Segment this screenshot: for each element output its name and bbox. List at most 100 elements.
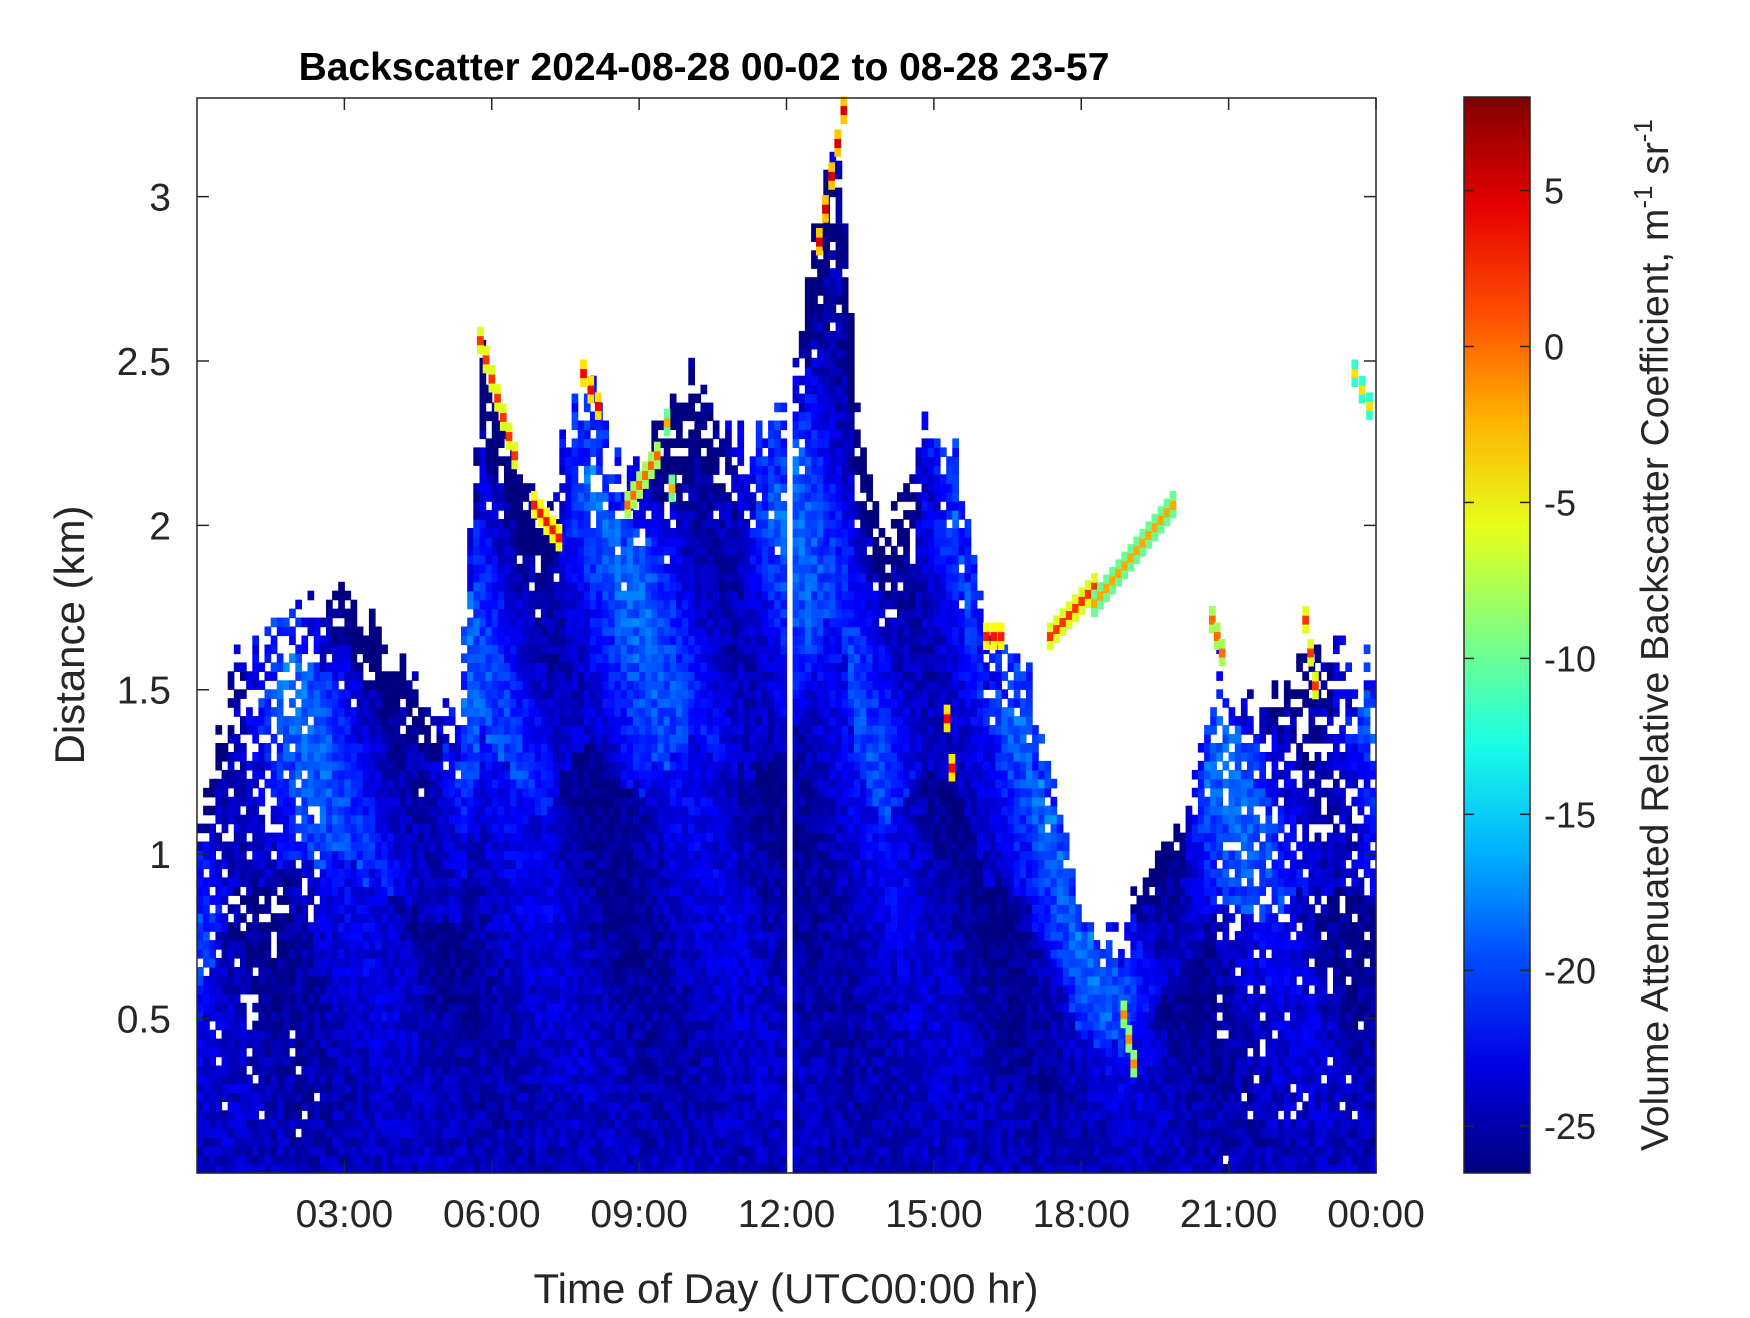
heatmap-cell-2528 [479, 644, 487, 655]
heatmap-cell-4131 [602, 635, 609, 646]
heatmap-cell-2051 [430, 832, 437, 843]
heatmap-cell-3493 [559, 1137, 566, 1147]
heatmap-cell-3735 [571, 411, 579, 422]
heatmap-cell-4214 [608, 608, 616, 619]
heatmap-cell-4654 [645, 787, 652, 798]
heatmap-cell-1120 [332, 850, 339, 861]
heatmap-cell-805 [301, 1074, 309, 1085]
heatmap-cell-4028 [596, 805, 603, 816]
heatmap-cell-4157 [608, 1119, 616, 1129]
heatmap-cell-2580 [485, 993, 493, 1004]
heatmap-cell-2437 [473, 752, 480, 762]
heatmap-cell-135 [215, 940, 223, 950]
heatmap-cell-2163 [442, 698, 450, 708]
heatmap-cell-3144 [528, 1002, 536, 1013]
heatmap-cell-4198 [608, 752, 616, 762]
heatmap-cell-3680 [571, 913, 579, 923]
heatmap-cell-2509 [479, 814, 487, 825]
heatmap-cell-515 [264, 895, 272, 905]
heatmap-cell-4364 [620, 644, 628, 655]
heatmap-cell-1599 [381, 993, 388, 1004]
heatmap-cell-2743 [497, 1056, 505, 1067]
heatmap-cell-4835 [657, 617, 665, 628]
heatmap-cell-2875 [504, 590, 511, 601]
heatmap-cell-582 [276, 1164, 284, 1174]
heatmap-cell-4002 [596, 1038, 603, 1049]
heatmap-cell-1847 [405, 787, 413, 798]
heatmap-cell-3034 [516, 617, 523, 628]
heatmap-cell-2318 [461, 635, 468, 646]
heatmap-cell-340 [240, 725, 247, 735]
heatmap-cell-1680 [387, 778, 395, 789]
heatmap-cell-1807 [405, 1146, 413, 1156]
heatmap-cell-2114 [442, 1164, 450, 1174]
heatmap-cell-299 [240, 1146, 247, 1156]
heatmap-cell-2149 [442, 850, 450, 861]
heatmap-cell-2543 [479, 510, 487, 520]
heatmap-cell-321 [240, 940, 247, 950]
heatmap-cell-558 [270, 967, 278, 977]
heatmap-cell-3769 [577, 886, 585, 896]
heatmap-cell-1479 [368, 967, 376, 977]
heatmap-cell-1673 [387, 841, 395, 852]
heatmap-cell-1943 [418, 895, 425, 905]
heatmap-cell-4092 [602, 984, 609, 995]
heatmap-cell-3829 [583, 1083, 591, 1093]
heatmap-cell-3752 [577, 1038, 585, 1049]
heatmap-cell-2677 [491, 877, 499, 887]
heatmap-cell-2325 [467, 1119, 474, 1129]
heatmap-cell-683 [283, 734, 290, 744]
heatmap-cell-720 [289, 877, 296, 887]
heatmap-cell-3903 [583, 420, 591, 431]
heatmap-cell-4844 [657, 537, 665, 547]
heatmap-cell-4035 [596, 743, 603, 753]
heatmap-cell-1181 [338, 868, 345, 878]
heatmap-cell-4476 [633, 1002, 640, 1013]
heatmap-cell-2464 [473, 510, 480, 520]
heatmap-cell-2973 [516, 1164, 523, 1174]
heatmap-cell-3558 [559, 554, 566, 565]
heatmap-cell-1971 [424, 1092, 431, 1102]
heatmap-cell-117 [215, 1128, 223, 1138]
heatmap-cell-1870 [411, 1065, 419, 1076]
heatmap-cell-986 [319, 940, 327, 950]
heatmap-cell-3783 [577, 760, 585, 771]
heatmap-cell-1735 [393, 787, 401, 798]
heatmap-cell-4302 [614, 492, 622, 502]
heatmap-cell-3102 [522, 698, 530, 708]
heatmap-cell-3340 [540, 545, 548, 556]
heatmap-cell-4546 [639, 1074, 646, 1085]
heatmap-cell-301 [240, 1128, 247, 1138]
heatmap-cell-2859 [504, 734, 511, 744]
heatmap-cell-4424 [626, 769, 634, 780]
heatmap-cell-1219 [344, 1101, 352, 1111]
heatmap-cell-3984 [590, 411, 597, 422]
heatmap-cell-1208 [338, 608, 345, 619]
heatmap-cell-3633 [565, 608, 573, 619]
heatmap-cell-1763 [399, 1038, 407, 1049]
heatmap-cell-726 [289, 823, 296, 834]
heatmap-cell-1385 [356, 752, 364, 762]
heatmap-cell-3400 [547, 662, 554, 672]
heatmap-cell-1161 [338, 1047, 345, 1058]
heatmap-cell-3453 [553, 841, 560, 852]
heatmap-cell-3646 [565, 492, 573, 502]
heatmap-cell-1607 [381, 922, 388, 932]
heatmap-cell-3063 [522, 1047, 530, 1058]
heatmap-cell-3470 [553, 689, 560, 699]
heatmap-cell-2328 [467, 1092, 474, 1102]
heatmap-cell-2304 [461, 796, 468, 807]
heatmap-cell-342 [240, 689, 247, 699]
heatmap-cell-1000 [319, 814, 327, 825]
heatmap-cell-3483 [553, 563, 560, 574]
heatmap-cell-2621 [485, 626, 493, 637]
heatmap-cell-175 [221, 984, 229, 995]
heatmap-cell-1212 [344, 1164, 352, 1174]
heatmap-cell-2461 [473, 537, 480, 547]
heatmap-cell-3351 [547, 1101, 554, 1111]
heatmap-cell-3009 [516, 841, 523, 852]
heatmap-cell-4310 [620, 1128, 628, 1138]
heatmap-cell-1231 [344, 993, 352, 1004]
heatmap-cell-465 [258, 886, 266, 896]
heatmap-cell-1335 [350, 626, 358, 637]
